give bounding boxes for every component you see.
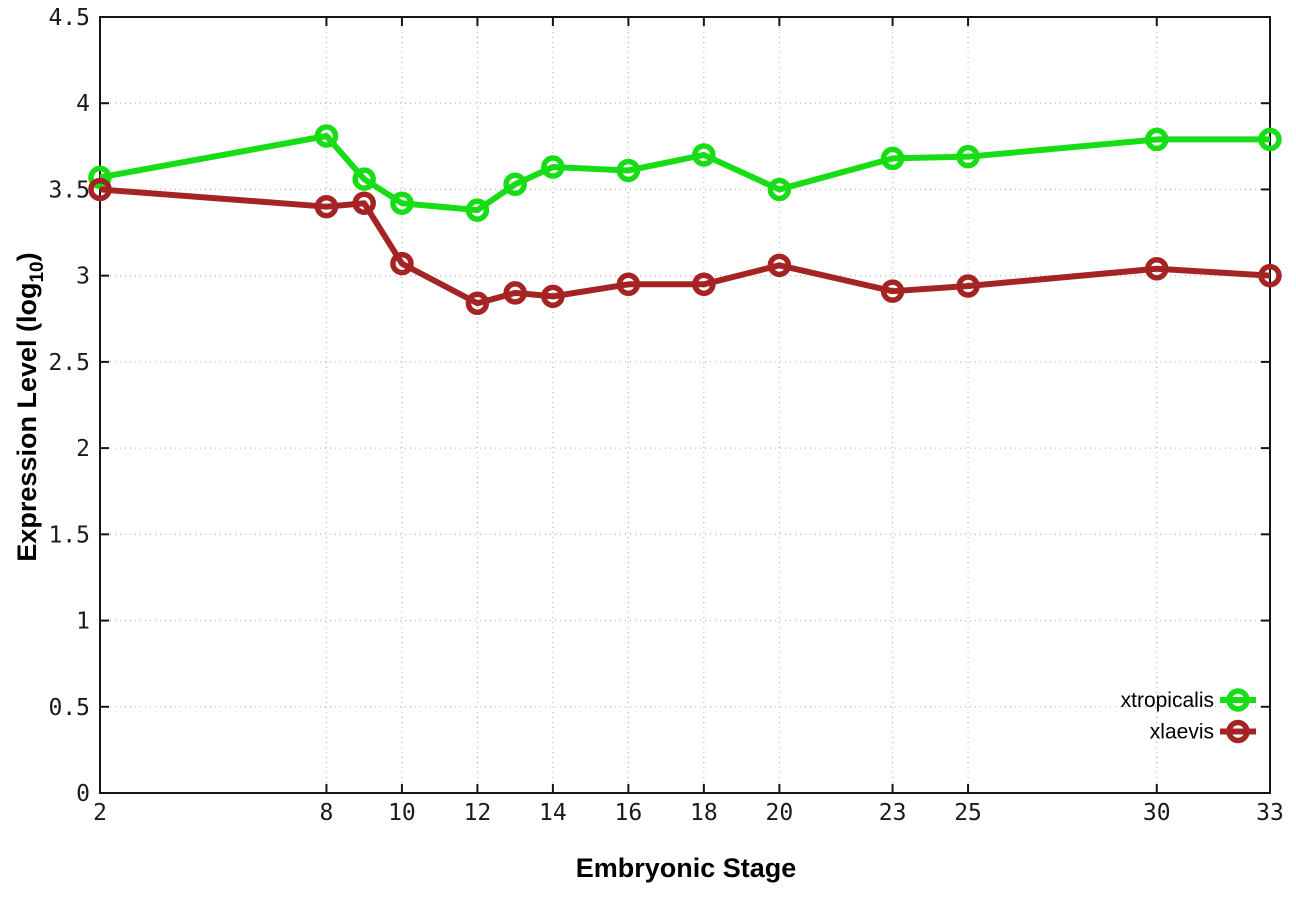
- marker-xtropicalis-10: [390, 191, 414, 215]
- y-axis-title-subscript: 10: [27, 261, 48, 282]
- marker-xtropicalis-18: [692, 143, 716, 167]
- x-tick-label-33: 33: [1256, 800, 1284, 826]
- x-tick-label-18: 18: [690, 800, 718, 826]
- marker-xtropicalis-12: [465, 198, 490, 222]
- marker-xtropicalis-20: [767, 177, 792, 202]
- y-tick-label-1: 1: [76, 609, 90, 635]
- marker-xtropicalis-23: [880, 146, 905, 171]
- y-tick-label-0.5: 0.5: [48, 695, 90, 721]
- y-tick-label-0: 0: [76, 781, 90, 807]
- series-line-xtropicalis: [99, 132, 1270, 214]
- marker-xlaevis-14: [541, 284, 565, 309]
- marker-xlaevis-20: [767, 253, 792, 278]
- marker-xlaevis-18: [692, 272, 716, 297]
- marker-xtropicalis-13: [503, 172, 527, 197]
- y-axis-title-suffix: ): [12, 252, 42, 261]
- marker-xlaevis-10: [390, 251, 414, 276]
- x-tick-label-8: 8: [320, 800, 334, 826]
- marker-xlaevis-30: [1145, 257, 1169, 281]
- y-tick-label-3.5: 3.5: [48, 177, 90, 203]
- marker-xlaevis-25: [956, 274, 980, 298]
- x-tick-label-12: 12: [464, 800, 492, 826]
- y-tick-label-4.5: 4.5: [48, 5, 90, 31]
- y-tick-label-3: 3: [76, 264, 90, 290]
- marker-xtropicalis-30: [1145, 127, 1169, 152]
- x-tick-label-10: 10: [388, 800, 416, 826]
- marker-xlaevis-8: [314, 194, 339, 219]
- marker-xtropicalis-2: [88, 165, 112, 190]
- legend-marker-xtropicalis: [1226, 688, 1250, 712]
- plot-border: [99, 16, 1271, 794]
- marker-xtropicalis-25: [956, 144, 980, 169]
- chart-legend: xtropicalis xlaevis: [1121, 688, 1256, 744]
- x-axis-title: Embryonic Stage: [576, 853, 797, 883]
- marker-xtropicalis-9: [352, 167, 376, 191]
- marker-xlaevis-9: [352, 191, 376, 215]
- legend-marker-xlaevis: [1226, 719, 1250, 744]
- y-tick-label-4: 4: [76, 91, 90, 117]
- marker-xtropicalis-14: [541, 155, 565, 179]
- x-tick-label-25: 25: [954, 800, 982, 826]
- x-tick-label-2: 2: [93, 800, 107, 826]
- x-tick-label-14: 14: [539, 800, 567, 826]
- marker-xtropicalis-16: [616, 158, 641, 183]
- marker-xlaevis-12: [465, 291, 490, 316]
- x-tick-label-16: 16: [615, 800, 643, 826]
- marker-xlaevis-33: [1258, 263, 1282, 288]
- y-axis-title: Expression Level (log10): [12, 252, 48, 561]
- marker-xlaevis-2: [88, 177, 112, 202]
- marker-xtropicalis-8: [314, 124, 339, 148]
- marker-xlaevis-13: [503, 281, 527, 305]
- legend-label-xlaevis: xlaevis: [1150, 721, 1214, 744]
- y-axis-title-prefix: Expression Level (log: [12, 283, 42, 562]
- y-tick-label-2: 2: [76, 436, 90, 462]
- x-tick-label-30: 30: [1143, 800, 1171, 826]
- marker-xlaevis-16: [616, 272, 641, 297]
- series-line-xlaevis: [99, 186, 1271, 307]
- plot-area: 2 8 10 12 14 16 18 20 23 25 30 33 0 0.5 1 1.5 2 2.5 3 3.5 4 4…: [48, 5, 1283, 826]
- y-tick-label-2.5: 2.5: [48, 350, 90, 376]
- marker-xlaevis-23: [880, 279, 905, 303]
- legend-label-xtropicalis: xtropicalis: [1121, 689, 1214, 712]
- marker-xtropicalis-33: [1258, 127, 1282, 152]
- y-tick-label-1.5: 1.5: [48, 522, 90, 548]
- x-tick-label-20: 20: [766, 800, 794, 826]
- x-tick-label-23: 23: [879, 800, 907, 826]
